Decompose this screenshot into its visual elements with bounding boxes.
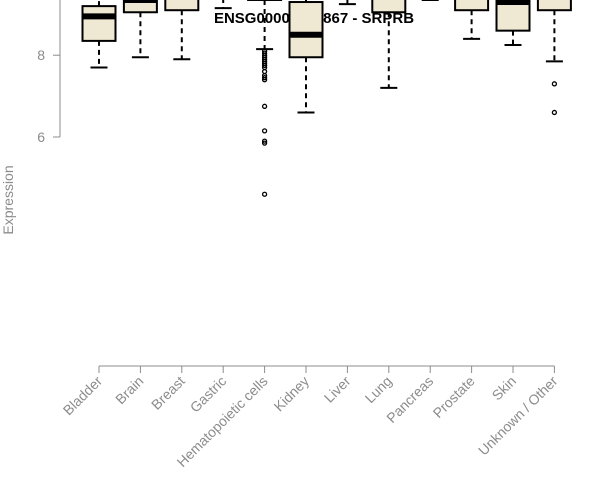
box-group bbox=[81, 0, 117, 69]
box-group bbox=[214, 0, 232, 10]
plot-area bbox=[81, 0, 572, 197]
x-tick-label: Kidney bbox=[271, 373, 313, 415]
outlier-point bbox=[261, 75, 268, 81]
x-tick-label: Bladder bbox=[60, 373, 106, 419]
box-iqr bbox=[122, 0, 158, 14]
y-axis-label: Expression bbox=[0, 165, 16, 234]
box-group bbox=[536, 0, 572, 116]
box-group bbox=[495, 0, 531, 46]
outlier-point bbox=[261, 68, 268, 75]
y-tick-label: 8 bbox=[37, 47, 45, 63]
outlier-point bbox=[261, 103, 268, 109]
outlier-point bbox=[551, 109, 558, 116]
x-tick-label: Unknown / Other bbox=[475, 373, 561, 459]
box-iqr bbox=[495, 0, 531, 32]
y-axis: 681012 bbox=[37, 0, 61, 145]
x-tick-label: Skin bbox=[489, 373, 520, 404]
box-iqr bbox=[81, 5, 117, 42]
box-group bbox=[288, 0, 324, 114]
box-group bbox=[371, 0, 407, 89]
y-tick-label: 6 bbox=[37, 129, 45, 145]
box-group bbox=[454, 0, 490, 40]
x-tick-label: Liver bbox=[321, 373, 354, 406]
outlier-point bbox=[261, 138, 268, 144]
box-iqr bbox=[536, 0, 572, 12]
outlier-point bbox=[261, 62, 268, 69]
box-iqr bbox=[371, 0, 407, 14]
outlier-point bbox=[261, 77, 268, 83]
box-group bbox=[338, 0, 356, 6]
x-tick-label: Lung bbox=[362, 373, 395, 406]
box-iqr bbox=[164, 0, 200, 12]
box-group bbox=[164, 0, 200, 61]
outlier-point bbox=[261, 140, 268, 146]
x-tick-label: Prostate bbox=[430, 373, 478, 421]
x-tick-label: Breast bbox=[148, 373, 188, 413]
box-group bbox=[247, 0, 283, 197]
outlier-point bbox=[261, 128, 268, 134]
box-iqr bbox=[288, 1, 324, 59]
outlier-point bbox=[551, 81, 558, 87]
outlier-point bbox=[261, 191, 268, 197]
x-tick-label: Brain bbox=[112, 373, 146, 407]
box-iqr bbox=[454, 0, 490, 12]
box-group bbox=[122, 0, 158, 59]
